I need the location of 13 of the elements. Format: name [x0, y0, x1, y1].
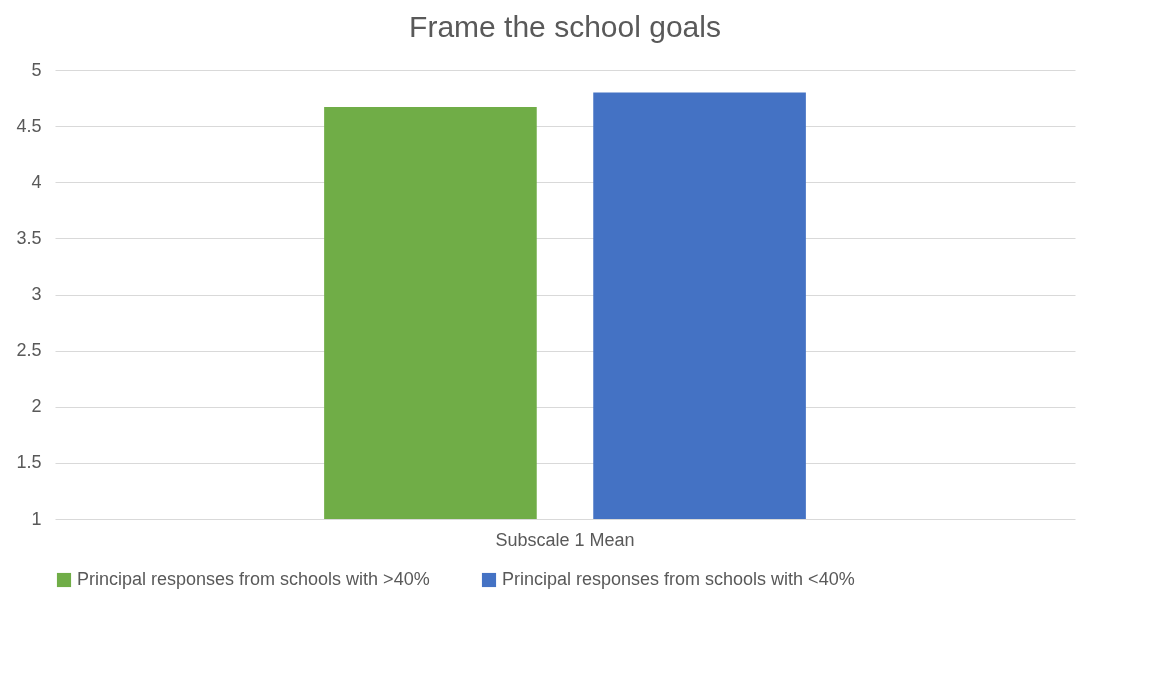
y-tick-label: 1 — [31, 508, 42, 529]
y-tick-label: 3 — [31, 284, 42, 304]
legend-label: Principal responses from schools with <40% — [502, 569, 855, 589]
x-tick-label: Subscale 1 Mean — [495, 529, 635, 550]
chart-title: Frame the school goals — [409, 10, 721, 43]
y-tick-label: 2 — [31, 396, 42, 417]
legend-label: Principal responses from schools with >40% — [77, 569, 430, 589]
y-tick-label: 1.5 — [16, 452, 42, 473]
y-tick-label: 5 — [31, 59, 42, 80]
y-tick-label: 2.5 — [16, 340, 42, 361]
y-tick-label: 4.5 — [16, 115, 42, 136]
y-tick-label: 4 — [31, 171, 42, 192]
y-tick-label: 3.5 — [16, 227, 42, 248]
